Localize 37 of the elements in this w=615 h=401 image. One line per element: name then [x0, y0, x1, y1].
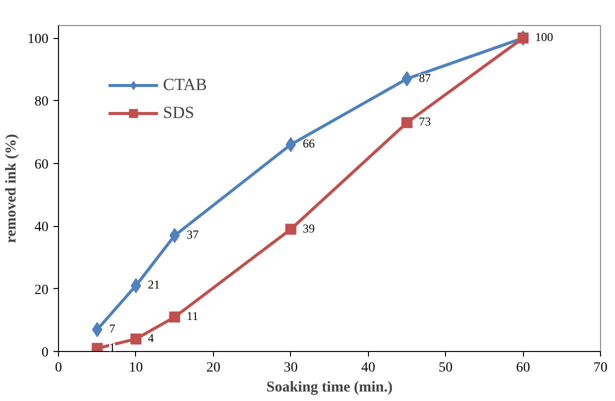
point — [169, 312, 180, 323]
x-tick-label: 40 — [361, 360, 376, 376]
data-label: 73 — [418, 114, 431, 129]
data-label: 39 — [302, 221, 315, 236]
x-axis-title: Soaking time (min.) — [266, 380, 393, 396]
point — [130, 333, 142, 344]
point — [92, 342, 103, 352]
data-label: 100 — [535, 30, 554, 44]
y-tick-label: 40 — [34, 220, 48, 236]
data-label: 87 — [418, 70, 431, 85]
data-label: 21 — [148, 278, 160, 292]
y-tick-label: 80 — [34, 94, 48, 110]
y-tick-label: 20 — [34, 282, 48, 298]
x-tick-label: 50 — [438, 360, 453, 376]
x-tick-label: 10 — [128, 360, 143, 376]
x-tick-label: 60 — [516, 360, 530, 376]
data-label: 11 — [186, 309, 198, 324]
y-tick-label: 0 — [42, 346, 48, 360]
data-label: 7 — [109, 322, 116, 336]
data-label: 37 — [186, 228, 199, 242]
data-label: 66 — [302, 136, 315, 151]
y-tick-label: 100 — [28, 32, 48, 48]
legend-label: CTAB — [163, 75, 207, 95]
point — [130, 278, 142, 294]
data-label: 1 — [109, 340, 116, 354]
x-tick-label: 70 — [594, 360, 608, 376]
point — [169, 228, 180, 244]
y-tick-label: 60 — [34, 157, 48, 172]
x-tick-label: 30 — [284, 360, 298, 376]
x-tick-label: 20 — [206, 360, 220, 376]
point — [401, 117, 412, 128]
x-tick-label: 0 — [55, 360, 62, 376]
y-axis-title: removed ink (%) — [4, 134, 20, 243]
data-label: 4 — [148, 330, 154, 345]
point — [402, 71, 412, 86]
legend-label: SDS — [163, 103, 194, 123]
point — [285, 224, 296, 235]
